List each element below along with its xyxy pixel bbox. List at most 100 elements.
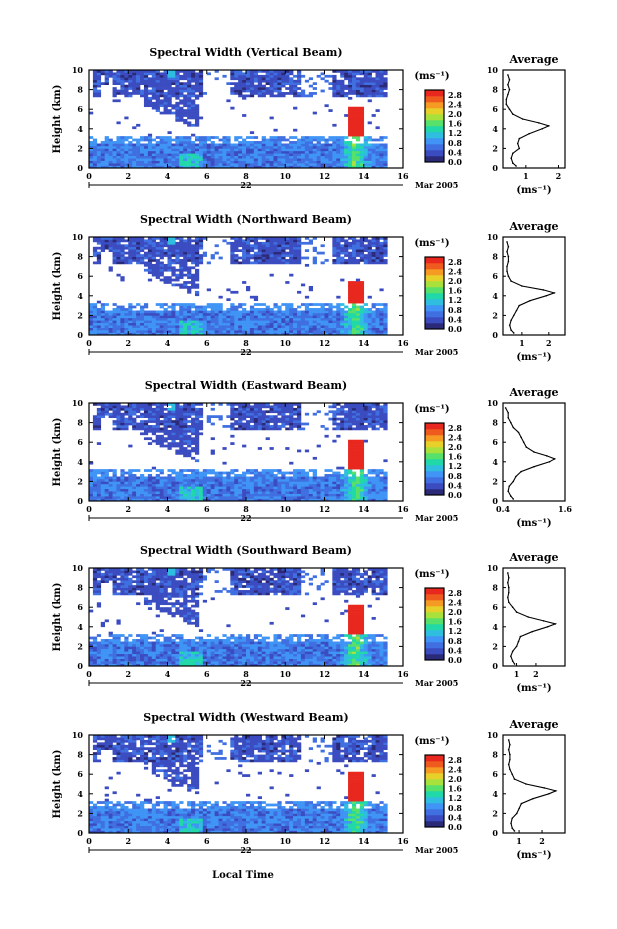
heatmap-cell — [289, 136, 294, 139]
heatmap-cell — [242, 303, 247, 306]
heatmap-cell — [312, 138, 317, 142]
heatmap-cells — [89, 70, 388, 169]
heatmap-cell — [257, 141, 262, 144]
heatmap-cell — [249, 310, 255, 314]
heatmap-cell — [328, 493, 333, 497]
heatmap-cell — [246, 315, 251, 319]
heatmap-cell — [246, 72, 251, 76]
heatmap-cell — [143, 330, 149, 333]
heatmap-cell — [120, 320, 125, 324]
heatmap-cell — [253, 165, 259, 169]
heatmap-cell — [179, 493, 184, 497]
heatmap-cell — [155, 109, 160, 112]
profile-point — [507, 275, 510, 278]
heatmap-cell — [371, 312, 376, 316]
heatmap-cell — [206, 315, 211, 319]
heatmap-cell — [100, 303, 105, 306]
heatmap-cell — [143, 327, 149, 331]
heatmap-cell — [124, 471, 129, 475]
heatmap-cell — [320, 165, 325, 169]
heatmap-cell — [214, 491, 219, 494]
heatmap-cell — [249, 84, 255, 88]
heatmap-cell — [175, 312, 180, 316]
heatmap-cell — [359, 298, 365, 301]
heatmap-cell — [191, 116, 196, 120]
heatmap-cell — [159, 145, 164, 149]
heatmap-cell — [194, 155, 200, 159]
heatmap-cell — [242, 239, 247, 243]
heatmap-cell — [132, 476, 137, 480]
heatmap-cell — [261, 327, 266, 331]
heatmap-cell — [359, 121, 365, 125]
heatmap-cell — [136, 332, 141, 336]
heatmap-cell — [238, 160, 243, 164]
heatmap-cell — [171, 94, 176, 98]
heatmap-cell — [234, 496, 239, 499]
heatmap-cell — [332, 92, 337, 95]
heatmap-cell — [143, 476, 149, 480]
heatmap-cell — [183, 496, 188, 499]
heatmap-cell — [132, 425, 137, 428]
heatmap-cell — [324, 315, 329, 319]
heatmap-cell — [304, 493, 310, 497]
heatmap-cell — [226, 330, 231, 333]
heatmap-cell — [183, 303, 188, 306]
heatmap-cell — [257, 320, 262, 324]
heatmap-cell — [269, 415, 274, 418]
heatmap-cell — [285, 332, 290, 336]
heatmap-cell — [155, 427, 160, 431]
heatmap-cell — [147, 72, 153, 76]
heatmap-cell — [293, 163, 298, 166]
heatmap-cell — [285, 330, 290, 333]
heatmap-cell — [285, 493, 290, 497]
heatmap-cell — [348, 114, 353, 117]
date-day-label: 22 — [240, 180, 251, 190]
heatmap-cell — [187, 407, 192, 411]
heatmap-cell — [143, 261, 149, 265]
heatmap-cell — [124, 84, 129, 88]
heatmap-cell — [336, 493, 341, 497]
heatmap-cell — [336, 417, 341, 421]
heatmap-cell — [246, 244, 251, 248]
heatmap-cell — [163, 74, 168, 78]
heatmap-cell — [312, 310, 317, 314]
heatmap-cell — [159, 412, 164, 416]
heatmap-cell — [285, 239, 290, 243]
heatmap-cell — [136, 241, 141, 245]
heatmap-cell — [230, 493, 235, 497]
heatmap-cell — [128, 405, 133, 409]
heatmap-cell — [191, 256, 196, 260]
heatmap-cell — [194, 488, 200, 492]
heatmap-cell — [92, 150, 98, 154]
heatmap-cell — [167, 429, 172, 433]
heatmap-cell — [147, 491, 153, 494]
heatmap-cell — [312, 246, 317, 250]
heatmap-cell — [155, 92, 160, 95]
heatmap-cell — [143, 84, 149, 88]
heatmap-cell — [112, 491, 117, 494]
heatmap-cell — [234, 498, 239, 502]
heatmap-cell — [273, 332, 278, 336]
heatmap-cell — [167, 239, 172, 243]
heatmap-cell — [285, 163, 290, 166]
heatmap-cell — [163, 312, 168, 316]
heatmap-cell — [163, 491, 168, 494]
heatmap-cell — [159, 92, 164, 95]
heatmap-cell — [167, 101, 172, 105]
heatmap-cell — [128, 471, 133, 475]
heatmap-cell — [351, 131, 357, 134]
heatmap-cell — [351, 79, 357, 83]
heatmap-cell — [140, 478, 145, 482]
heatmap-cell — [140, 254, 145, 257]
heatmap-cell — [171, 82, 176, 85]
heatmap-cell — [171, 486, 176, 490]
heatmap-cell — [218, 471, 223, 475]
heatmap-cell — [198, 259, 204, 262]
heatmap-cell — [191, 153, 196, 157]
heatmap-cell — [320, 77, 325, 81]
heatmap-cell — [348, 111, 353, 115]
heatmap-cell — [348, 246, 353, 250]
heatmap-cell — [187, 84, 192, 88]
heatmap-cell — [194, 84, 200, 88]
heatmap-cell — [300, 145, 306, 149]
